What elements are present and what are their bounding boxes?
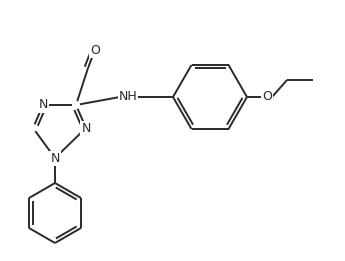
Text: N: N xyxy=(81,122,91,134)
Text: N: N xyxy=(38,98,48,111)
Text: N: N xyxy=(50,151,60,164)
Text: O: O xyxy=(90,44,100,56)
Text: NH: NH xyxy=(119,91,137,104)
Text: O: O xyxy=(262,91,272,104)
